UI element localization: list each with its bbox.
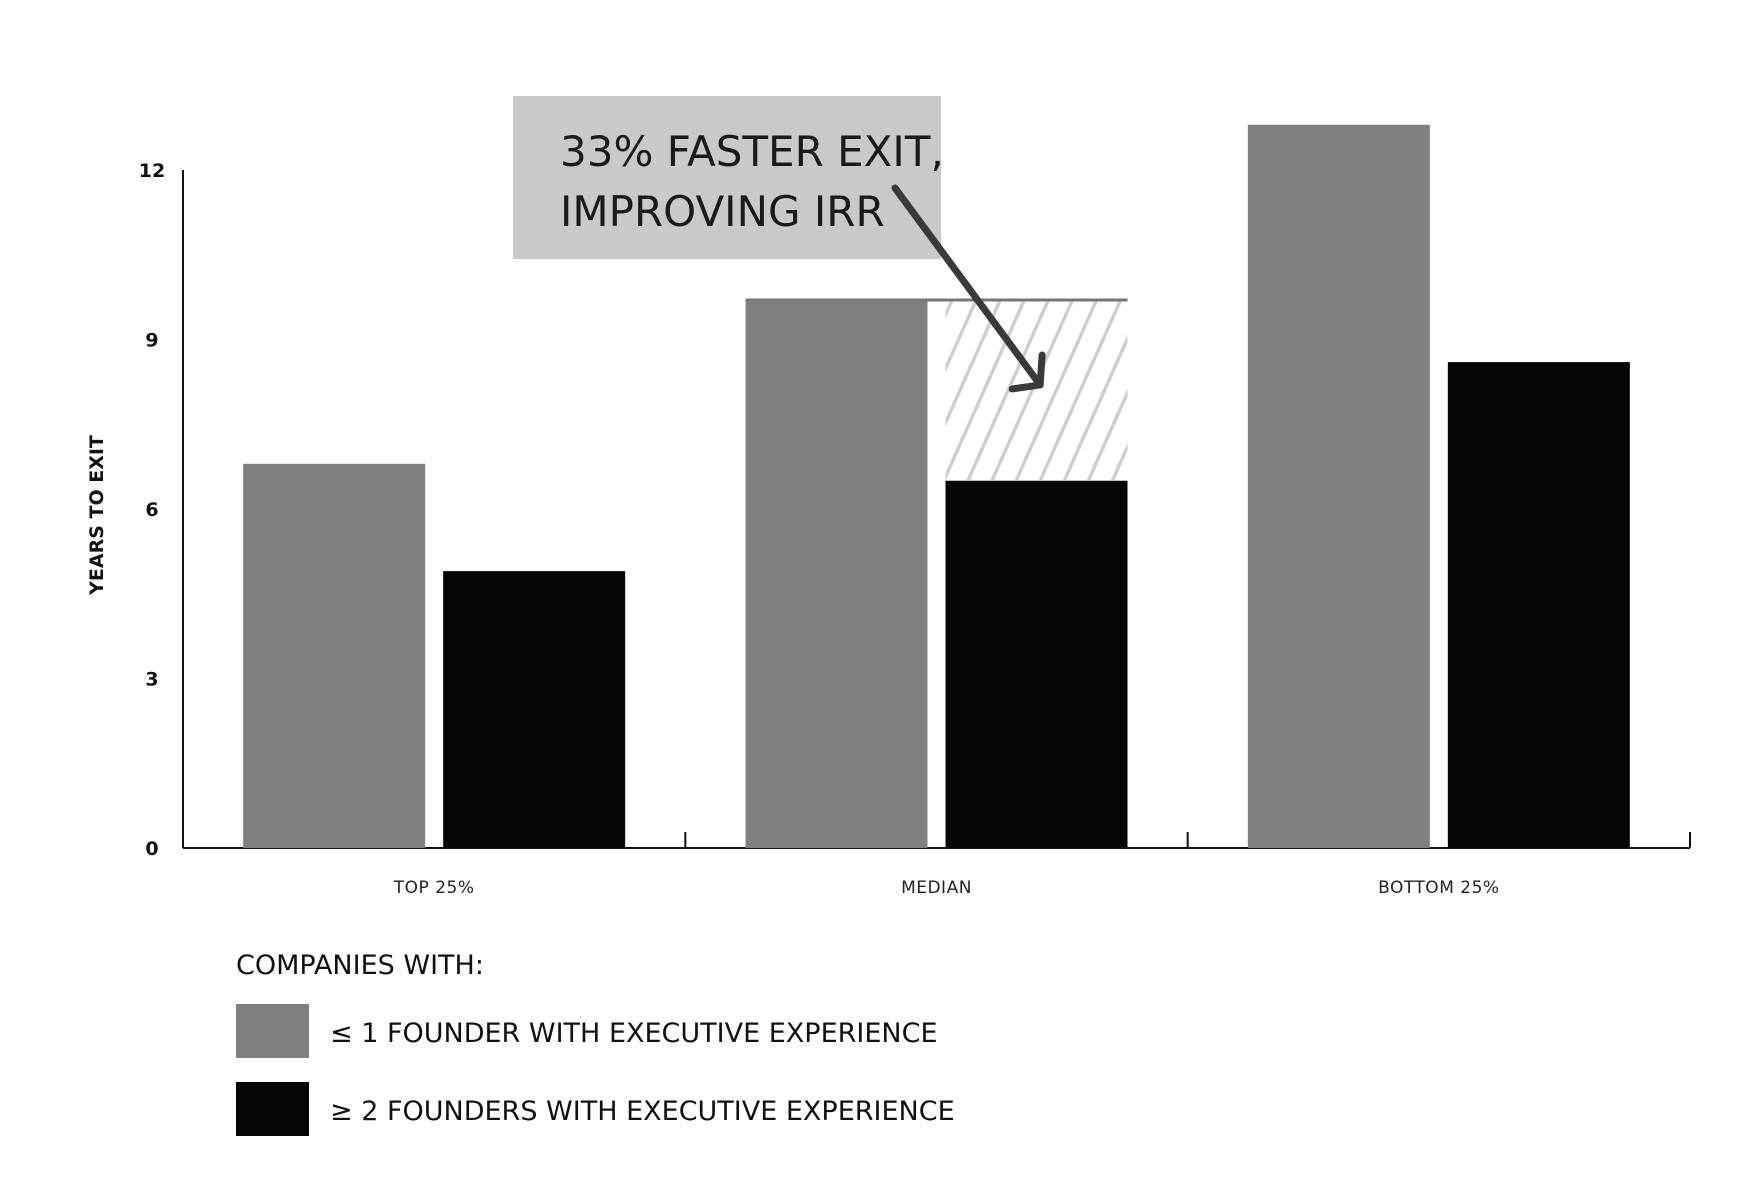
bar-2-2 — [1447, 362, 1630, 848]
bar-1-1 — [745, 299, 928, 848]
x-tick-labels: TOP 25% MEDIAN BOTTOM 25% — [393, 878, 1499, 898]
legend-title: COMPANIES WITH: — [236, 950, 484, 981]
axes — [182, 170, 1691, 849]
annotation-line-1: 33% FASTER EXIT, — [560, 127, 944, 176]
difference-hatch — [945, 299, 1128, 481]
annotation-box — [513, 96, 941, 259]
annotation-line-2: IMPROVING IRR — [560, 187, 885, 236]
y-tick-label: 6 — [145, 499, 158, 521]
legend-swatch-1 — [236, 1004, 309, 1058]
y-tick-label: 3 — [145, 669, 158, 691]
y-axis-label: YEARS TO EXIT — [86, 435, 108, 596]
bars — [243, 124, 1630, 849]
x-tick-label: MEDIAN — [901, 878, 972, 898]
y-tick-label: 12 — [139, 160, 165, 182]
bar-1-0 — [243, 463, 426, 848]
bar-2-0 — [443, 571, 626, 848]
arrow-head — [1008, 351, 1046, 393]
arrow-shaft — [891, 184, 1044, 389]
y-tick-label: 9 — [145, 330, 158, 352]
annotation-callout: 33% FASTER EXIT, IMPROVING IRR — [513, 96, 944, 259]
legend: COMPANIES WITH: ≤ 1 FOUNDER WITH EXECUTI… — [236, 950, 955, 1136]
y-tick-label: 0 — [145, 838, 158, 860]
x-tick-label: TOP 25% — [393, 878, 475, 898]
x-tick-label: BOTTOM 25% — [1378, 878, 1499, 898]
legend-swatch-2 — [236, 1082, 309, 1136]
bar-1-2 — [1247, 124, 1430, 849]
annotation-arrow — [891, 184, 1046, 393]
legend-label-1: ≤ 1 FOUNDER WITH EXECUTIVE EXPERIENCE — [330, 1018, 938, 1049]
y-tick-labels: 0 3 6 9 12 — [139, 160, 165, 860]
legend-label-2: ≥ 2 FOUNDERS WITH EXECUTIVE EXPERIENCE — [330, 1096, 955, 1127]
bar-2-1 — [945, 480, 1128, 848]
